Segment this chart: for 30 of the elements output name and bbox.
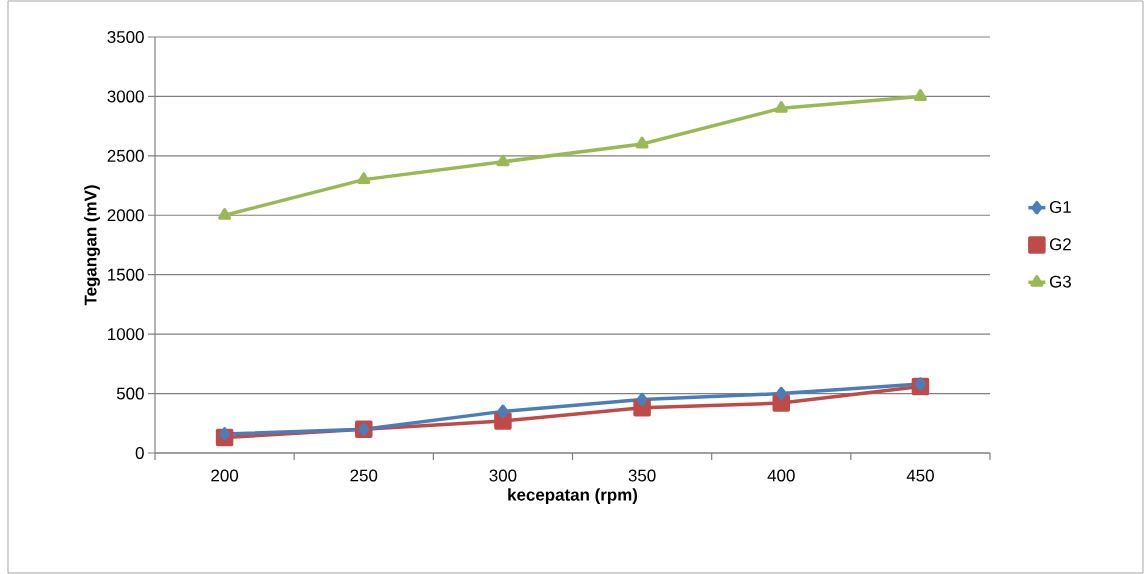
legend-label: G2 <box>1049 238 1071 251</box>
point <box>636 392 648 407</box>
point <box>496 154 510 167</box>
point <box>913 89 927 101</box>
point <box>218 208 232 220</box>
y-tick-label: 1000 <box>108 328 144 341</box>
x-tick-label: 450 <box>906 469 934 482</box>
point <box>774 101 788 113</box>
x-axis-title: kecepatan (rpm) <box>508 488 638 505</box>
x-tick-label: 200 <box>211 469 239 482</box>
y-tick-label: 2000 <box>107 209 144 222</box>
point <box>219 427 231 441</box>
y-tick-label: 3500 <box>107 30 144 43</box>
legend-label: G3 <box>1049 275 1071 288</box>
point <box>357 172 371 185</box>
legend-label: G1 <box>1049 201 1071 214</box>
y-tick-label: 1500 <box>108 268 144 281</box>
point <box>914 377 926 391</box>
point <box>635 136 649 149</box>
x-tick-label: 350 <box>628 469 656 482</box>
y-tick-label: 2500 <box>107 149 144 162</box>
y-tick-label: 0 <box>135 446 144 459</box>
y-tick-label: 3000 <box>107 90 144 103</box>
x-tick-label: 250 <box>350 469 378 482</box>
point <box>497 404 509 419</box>
x-tick-label: 300 <box>489 469 517 482</box>
y-axis-title: Tegangan (mV) <box>84 185 100 306</box>
y-tick-label: 500 <box>116 387 144 400</box>
point <box>775 386 787 401</box>
x-tick-label: 400 <box>767 469 795 482</box>
